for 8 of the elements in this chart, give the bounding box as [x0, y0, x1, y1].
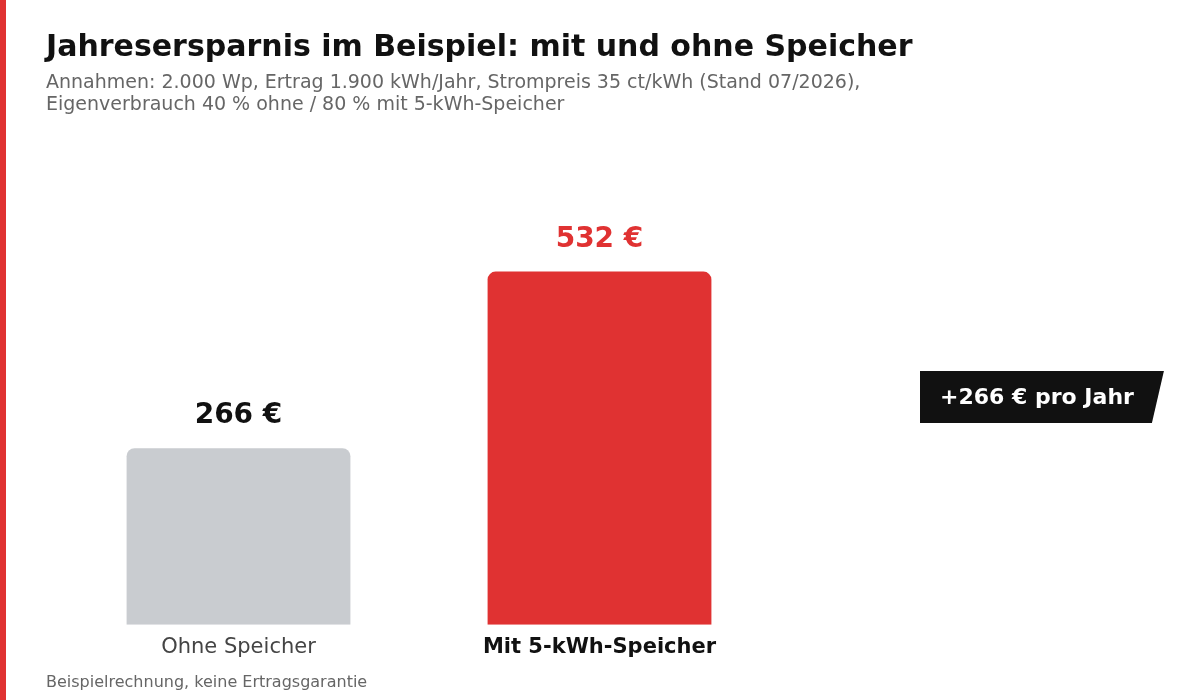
x-tick-label: Ohne Speicher: [161, 633, 317, 658]
chart-subtitle: Annahmen: 2.000 Wp, Ertrag 1.900 kWh/Jahr, Strompreis 35 ct/kWh (Stand 07/2026), Eigenverbrauch 40 % ohne / 80 % mit 5-kWh-Speicher: [46, 70, 862, 114]
data-label: 266 €: [194, 397, 283, 431]
data-label: 532 €: [555, 220, 644, 254]
text: +266 € pro Jahr: [920, 371, 1164, 423]
x-tick-label: Mit 5-kWh-Speicher: [482, 633, 717, 658]
text: Beispielrechnung, keine Ertragsgarantie: [46, 672, 368, 691]
chart-title: Jahresersparnis im Beispiel: mit und ohne Speicher: [46, 28, 913, 63]
